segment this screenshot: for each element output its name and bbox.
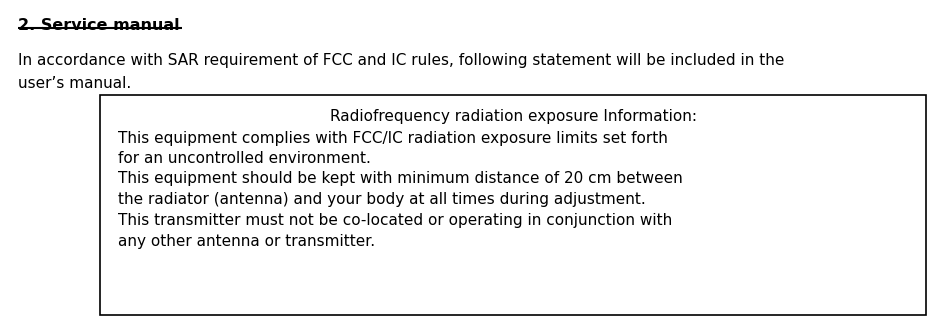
- Text: Radiofrequency radiation exposure Information:: Radiofrequency radiation exposure Inform…: [329, 109, 697, 124]
- Bar: [100, 95, 926, 315]
- Text: In accordance with SAR requirement of FCC and IC rules, following statement will: In accordance with SAR requirement of FC…: [18, 53, 784, 68]
- Text: the radiator (antenna) and your body at all times during adjustment.: the radiator (antenna) and your body at …: [118, 192, 646, 207]
- Text: 2. Service manual: 2. Service manual: [18, 18, 179, 33]
- Text: any other antenna or transmitter.: any other antenna or transmitter.: [118, 234, 375, 249]
- Text: This equipment should be kept with minimum distance of 20 cm between: This equipment should be kept with minim…: [118, 171, 683, 186]
- Text: for an uncontrolled environment.: for an uncontrolled environment.: [118, 151, 371, 166]
- Text: This equipment complies with FCC/IC radiation exposure limits set forth: This equipment complies with FCC/IC radi…: [118, 131, 667, 146]
- Text: This transmitter must not be co-located or operating in conjunction with: This transmitter must not be co-located …: [118, 213, 672, 228]
- Text: user’s manual.: user’s manual.: [18, 76, 131, 91]
